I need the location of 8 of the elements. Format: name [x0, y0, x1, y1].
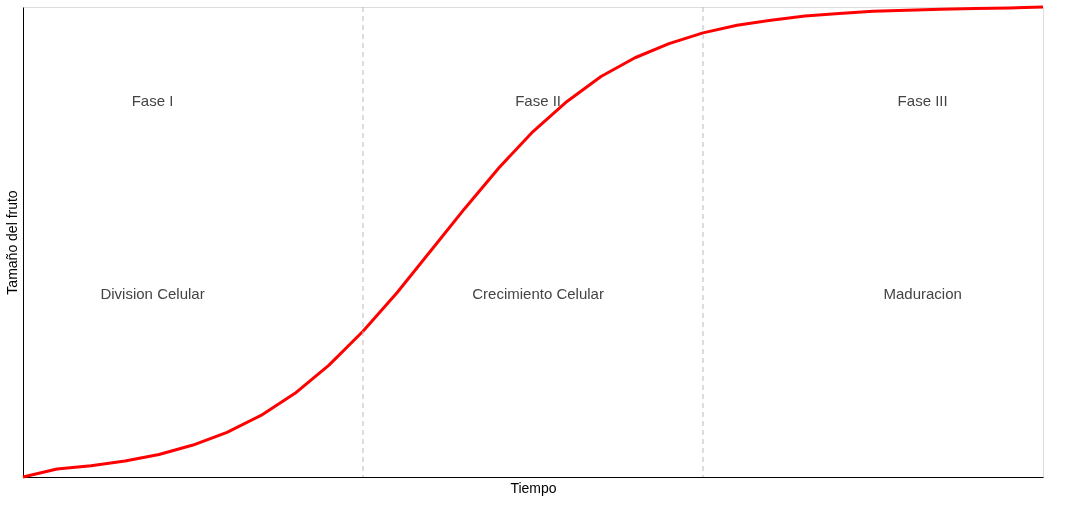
- annotation: Fase I: [131, 92, 174, 109]
- x-axis-title: Tiempo: [510, 479, 557, 496]
- annotation: Fase III: [897, 92, 948, 109]
- annotation: Division Celular: [100, 284, 205, 302]
- annotation: Fase II: [515, 92, 562, 109]
- y-axis-title: Tamaño del fruto: [3, 190, 20, 295]
- annotation: Maduracion: [883, 284, 962, 302]
- annotation: Crecimiento Celular: [472, 284, 604, 302]
